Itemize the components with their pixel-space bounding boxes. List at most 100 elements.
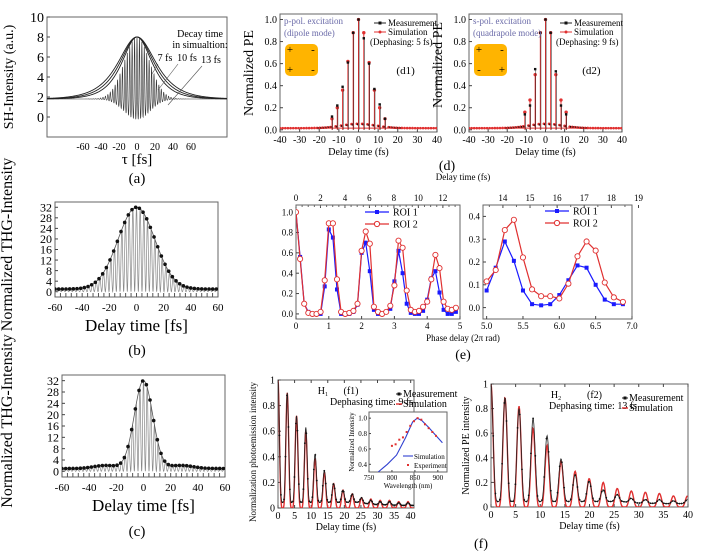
measurement-marker xyxy=(317,499,320,502)
inset-legend-exp-label: Experiment xyxy=(414,462,447,470)
measurement-marker xyxy=(278,434,281,437)
roi1-marker xyxy=(548,302,553,307)
particle-mode-box xyxy=(474,44,507,76)
x-top-tick-label: 2 xyxy=(318,193,323,203)
envelope-marker xyxy=(55,287,57,291)
x-tick-label: 25 xyxy=(609,510,619,521)
x-tick-label: 40 xyxy=(185,302,197,314)
measurement-marker xyxy=(369,499,372,502)
envelope-marker xyxy=(78,466,83,471)
roi2-marker xyxy=(583,238,590,245)
x-tick-label: -20 xyxy=(109,482,124,494)
y-tick-label: 1.0 xyxy=(282,207,294,217)
meas-peak-marker xyxy=(564,113,568,116)
roi2-marker xyxy=(333,276,341,283)
measurement-marker xyxy=(344,498,347,501)
x-tick-label: 5 xyxy=(513,510,518,521)
measurement-marker xyxy=(321,484,324,487)
measurement-marker xyxy=(603,489,605,492)
molecule-label: H2 xyxy=(551,390,561,402)
sim-peak-marker xyxy=(564,110,568,114)
envelope-marker xyxy=(174,279,178,283)
y-tick-label: 0.2 xyxy=(476,478,489,489)
measurement-marker xyxy=(634,501,636,504)
particle-mode-box xyxy=(285,44,318,76)
measurement-marker xyxy=(669,501,672,504)
measurement-marker xyxy=(375,503,378,506)
roi1-marker xyxy=(322,284,327,289)
x-tick-label: 7.0 xyxy=(626,321,638,331)
legend-roi2-marker xyxy=(373,220,381,228)
measurement-marker xyxy=(611,499,614,502)
roi2-marker xyxy=(399,244,406,251)
envelope-marker xyxy=(184,463,189,468)
envelope-marker xyxy=(195,465,200,470)
roi2-marker xyxy=(492,266,499,274)
y-tick-label: 24 xyxy=(40,222,52,236)
y-tick-label: 1 xyxy=(483,380,488,391)
inset-experiment-marker xyxy=(409,424,412,427)
inset-x-tick-label: 900 xyxy=(433,474,444,482)
measurement-marker xyxy=(598,498,601,500)
inset-experiment-marker xyxy=(405,431,408,433)
measurement-marker xyxy=(366,502,369,505)
measurement-marker xyxy=(554,500,557,503)
roi2-marker xyxy=(619,298,626,305)
measurement-marker xyxy=(290,501,293,504)
measurement-marker xyxy=(587,481,590,483)
roi2-marker xyxy=(321,277,328,284)
measurement-marker xyxy=(491,384,492,385)
measurement-marker xyxy=(295,422,297,425)
meas-peak-marker xyxy=(352,31,355,34)
measurement-marker xyxy=(541,499,543,502)
y-tick-label: 0.4 xyxy=(282,268,294,278)
x-axis-label: Delay time [fs] xyxy=(85,316,188,335)
measurement-marker xyxy=(372,502,375,505)
roi2-marker xyxy=(354,300,361,307)
y-tick-label: 1 xyxy=(270,376,275,387)
roi1-marker xyxy=(449,311,454,316)
envelope-marker xyxy=(141,210,145,215)
measurement-marker xyxy=(384,503,387,506)
meas-peak-marker xyxy=(544,18,547,21)
inset-experiment-marker xyxy=(398,438,401,441)
y-tick-label: 0.8 xyxy=(282,228,294,238)
envelope-marker xyxy=(63,466,68,471)
measurement-marker xyxy=(629,497,632,500)
measurement-marker xyxy=(399,503,402,506)
envelope-marker xyxy=(221,466,225,471)
roi2-marker xyxy=(538,293,545,300)
x-tick-label: 3 xyxy=(392,321,397,331)
roi1-marker xyxy=(396,248,401,253)
measurement-marker xyxy=(521,468,523,471)
y-tick-label: 0 xyxy=(46,285,52,299)
measurement-marker xyxy=(609,500,612,503)
x-tick-label: -20 xyxy=(313,135,326,146)
measurement-marker xyxy=(299,501,302,503)
x-top-tick-label: 8 xyxy=(392,193,397,203)
roi2-marker xyxy=(428,276,435,283)
x-top-tick-label: 6 xyxy=(367,193,372,203)
y-tick-label: 0.4 xyxy=(454,81,467,92)
roi1-marker xyxy=(445,311,450,316)
envelope-marker xyxy=(89,465,94,469)
measurement-marker xyxy=(402,504,405,507)
roi2-marker xyxy=(601,279,608,286)
measurement-marker xyxy=(380,501,382,504)
y-tick-label: 0.4 xyxy=(263,452,276,463)
y-axis-label: SH-Intensity (a.u.) xyxy=(2,24,17,129)
chart-e2: 0.0 0.1 0.2 0.3 0.4 5.0 5.5 6.0 6.5 7.0 14 15 16 17 18… xyxy=(469,193,644,331)
roi1-marker xyxy=(557,293,562,298)
roi1-marker xyxy=(566,278,571,283)
y-tick-label: 20 xyxy=(40,232,52,246)
legend-sim-label: Simulation xyxy=(403,399,447,410)
x-tick-label: 25 xyxy=(356,511,366,522)
roi2-marker xyxy=(529,286,536,293)
measurement-marker xyxy=(311,496,314,499)
measurement-marker xyxy=(534,454,537,457)
x-tick-label: 30 xyxy=(373,511,383,522)
measurement-marker xyxy=(667,502,670,505)
x-tick-label: -10 xyxy=(332,135,345,146)
